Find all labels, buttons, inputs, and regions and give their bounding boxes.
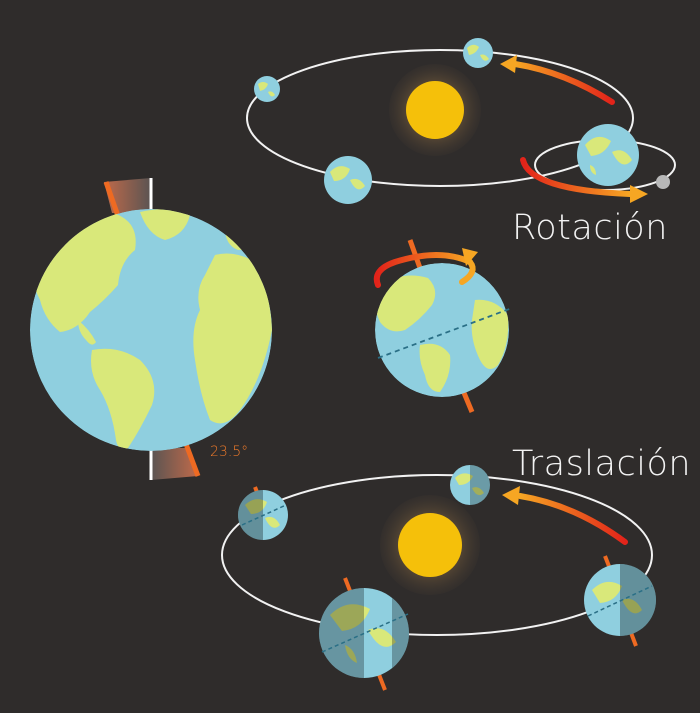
bottom-earth-large	[319, 577, 409, 691]
bottom-sun	[398, 513, 462, 577]
rotation-label: Rotación	[512, 208, 668, 248]
rotating-earth-group	[373, 239, 513, 413]
top-orbit-arrow	[512, 61, 615, 105]
tilt-wedge-bottom	[151, 448, 198, 480]
translation-label: Traslación	[512, 444, 692, 484]
rotation-arrow-tail	[459, 259, 476, 285]
bottom-earth-right	[584, 555, 656, 647]
mid-equator	[377, 307, 513, 359]
top-sun	[406, 81, 464, 139]
big-earth-greenland	[140, 209, 190, 240]
rotation-arrowhead	[462, 248, 478, 266]
top-earth-right	[577, 124, 639, 186]
bottom-earth-top	[450, 465, 490, 505]
moon-orbit-arrow	[520, 157, 633, 197]
top-orbit-path	[246, 49, 634, 187]
moon-orbit-arrowhead	[630, 185, 648, 203]
big-earth-africa	[193, 253, 272, 424]
bottom-orbit-path	[221, 474, 653, 636]
tilted-earth-group	[30, 178, 272, 480]
tilt-axis-bottom	[183, 443, 201, 477]
bottom-earth-left	[238, 486, 288, 540]
top-earth-left	[254, 76, 280, 102]
tilt-angle-label: 23.5°	[210, 444, 249, 460]
top-orbit-arrowhead	[500, 55, 517, 73]
tilt-axis-top	[103, 181, 121, 217]
rotation-arrow	[373, 252, 473, 288]
mid-earth-north-america	[375, 275, 436, 332]
mid-earth-south-america	[419, 343, 451, 392]
translation-arrowhead	[502, 486, 520, 505]
moon	[656, 175, 670, 189]
translation-arrow	[517, 493, 628, 545]
top-earth-lower	[324, 156, 372, 204]
big-earth-south-america	[91, 348, 155, 449]
rotation-orbit-group	[246, 38, 676, 204]
big-earth-central-america	[78, 320, 96, 345]
top-earth-upper	[463, 38, 493, 68]
mid-earth-africa	[471, 299, 509, 369]
translation-orbit-group	[221, 465, 656, 691]
